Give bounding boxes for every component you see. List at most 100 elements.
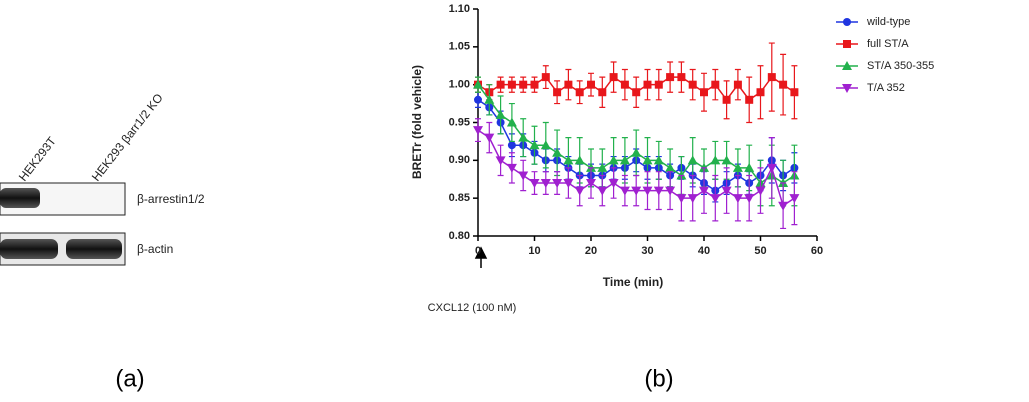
panel-label: (a) [115,365,144,392]
lane-label: HEK293 βarr1/2 KO [89,91,166,184]
y-tick-label: 1.00 [449,79,470,91]
data-point [530,80,539,89]
data-point [653,155,664,165]
data-point [676,194,687,204]
data-point [507,141,516,150]
legend-marker [842,84,852,93]
data-point [484,94,495,104]
annotation: CXCL12 (100 nM) [428,302,517,314]
blot-band [66,239,122,259]
x-tick-label: 30 [641,245,653,257]
data-point [755,186,766,196]
data-point [732,162,743,172]
y-tick-label: 1.10 [449,3,470,15]
legend-label: full ST/A [867,38,909,50]
blot-band [0,239,58,259]
data-point [620,80,629,89]
data-point [732,194,743,204]
data-point [507,80,516,89]
legend-label: ST/A 350-355 [867,60,934,72]
data-point [619,186,630,196]
data-point [608,179,619,189]
data-point [789,194,800,204]
data-point [587,80,595,89]
x-tick-label: 50 [754,245,766,257]
data-point [631,147,642,157]
data-point [473,126,483,136]
data-point [745,95,754,104]
data-point [688,80,697,89]
legend-marker [843,40,851,48]
data-point [563,179,574,189]
data-point [506,163,517,173]
data-point [766,163,777,173]
data-point [687,155,698,165]
data-point [541,73,550,82]
data-point [506,117,517,127]
x-tick-label: 20 [585,245,597,257]
band-label: β-arrestin1/2 [137,192,205,206]
data-point [496,80,505,89]
data-point [779,80,788,89]
data-point [767,73,776,82]
data-point [710,194,721,204]
data-point [642,186,653,196]
x-tick-label: 40 [698,245,710,257]
data-point [552,147,563,157]
data-point [665,162,676,172]
legend-marker [842,61,852,70]
x-axis-label: Time (min) [603,275,663,289]
data-point [721,155,732,165]
data-point [665,186,676,196]
data-point [710,155,721,165]
data-point [666,73,675,82]
legend-marker [843,18,851,26]
lane-label: HEK293T [16,134,59,184]
data-point [519,80,528,89]
data-point [631,186,642,196]
data-point [619,155,630,165]
data-point [564,80,573,89]
data-point [733,80,742,89]
data-point [484,133,495,143]
data-point [654,80,663,89]
data-point [474,95,482,104]
data-point [721,186,732,196]
y-axis-label: BRETr (fold vehicle) [410,65,424,179]
data-point [756,88,765,97]
data-point [687,194,698,204]
legend-label: T/A 352 [867,82,905,94]
x-tick-label: 0 [475,245,481,257]
legend-label: wild-type [866,16,910,28]
data-point [563,155,574,165]
data-point [495,109,506,119]
data-point [552,179,563,189]
y-tick-label: 0.85 [449,192,470,204]
data-point [699,186,709,196]
data-point [598,88,607,97]
band-label: β-actin [137,242,173,256]
data-point [643,80,652,89]
data-point [574,186,585,196]
y-tick-label: 1.05 [449,41,470,53]
y-tick-label: 0.90 [449,154,470,166]
x-tick-label: 60 [811,245,823,257]
y-tick-label: 0.80 [449,230,470,242]
data-point [529,179,540,189]
data-point [529,140,540,150]
blot-panel: HEK293T HEK293 βarr1/2 KO β-arrestin1/2 … [0,91,205,392]
data-point [653,186,664,196]
data-point [744,162,755,172]
data-point [722,95,731,104]
data-point [677,73,686,82]
data-point [586,179,596,189]
data-point [518,171,529,181]
data-point [700,88,708,97]
data-point [790,88,799,97]
data-point [575,88,584,97]
data-point [495,156,506,166]
data-point [744,194,755,204]
data-point [597,186,608,196]
y-tick-label: 0.95 [449,116,470,128]
